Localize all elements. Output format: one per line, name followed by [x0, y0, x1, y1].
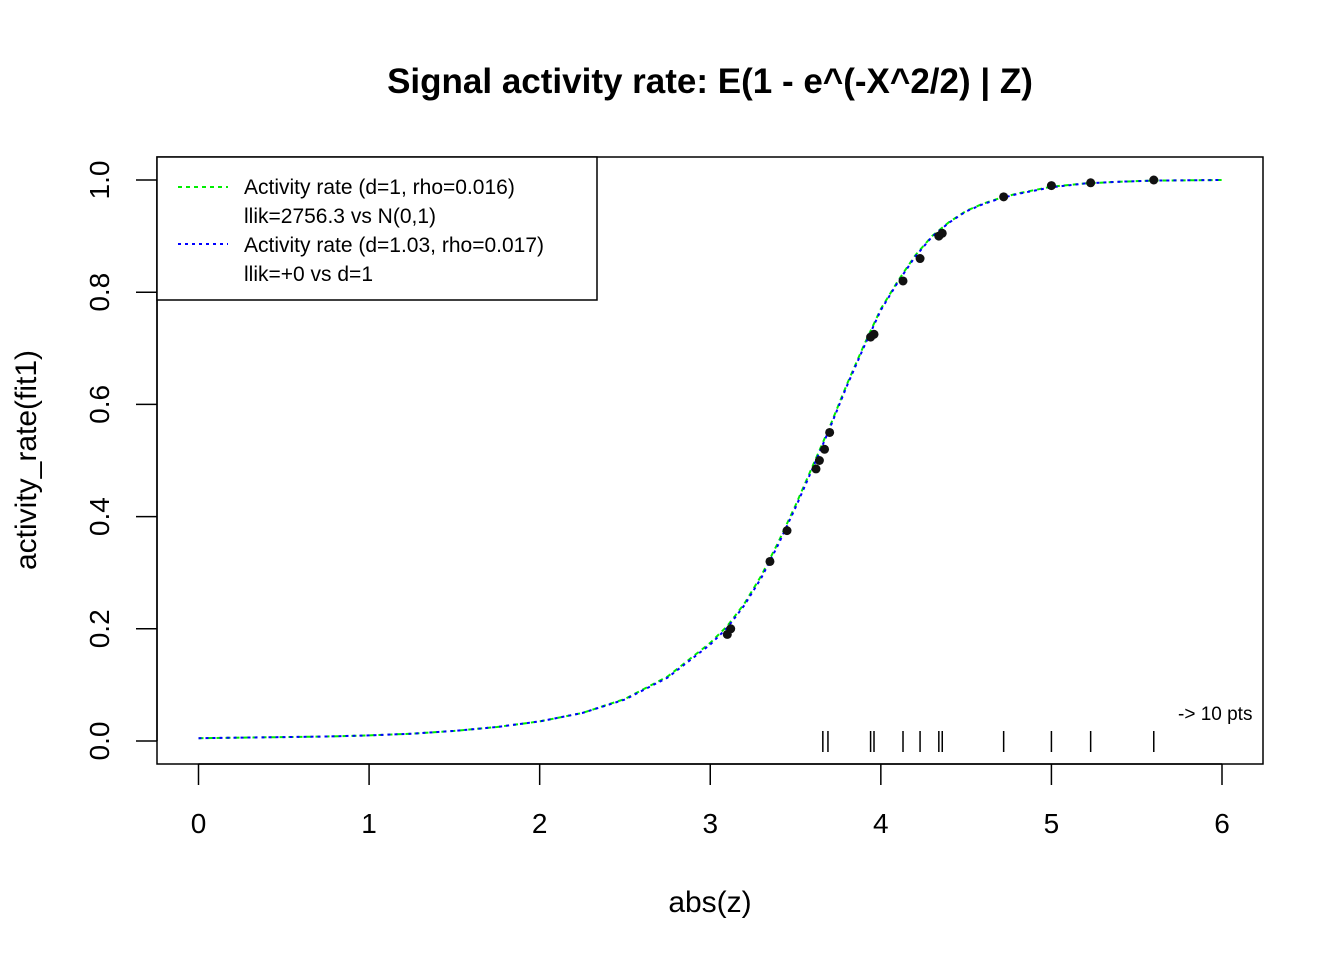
legend: Activity rate (d=1, rho=0.016) llik=2756… [156, 156, 598, 301]
data-point [1149, 175, 1159, 185]
data-point [1086, 178, 1096, 188]
x-axis: 0 1 2 3 4 5 6 [191, 763, 1230, 839]
x-axis-label: abs(z) [668, 886, 751, 919]
legend-label-1: Activity rate (d=1, rho=0.016) [244, 176, 515, 199]
data-point [1046, 181, 1056, 191]
data-point [820, 444, 830, 454]
y-tick-label: 0.8 [84, 273, 115, 312]
y-tick-label: 0.2 [84, 609, 115, 648]
legend-box [156, 156, 598, 301]
data-point [999, 192, 1009, 202]
y-tick-label: 0.0 [84, 722, 115, 761]
data-point [814, 456, 824, 465]
data-point [825, 427, 835, 437]
x-tick-label: 2 [532, 808, 548, 839]
x-tick-label: 5 [1044, 808, 1060, 839]
data-point [898, 276, 908, 286]
data-point [782, 526, 792, 536]
legend-label-2: Activity rate (d=1.03, rho=0.017) [244, 234, 544, 257]
y-axis-label: activity_rate(fit1) [10, 350, 43, 570]
y-tick-label: 0.4 [84, 497, 115, 536]
rug-layer [822, 731, 1155, 752]
data-point [915, 254, 925, 264]
data-point [811, 464, 821, 474]
x-tick-label: 0 [191, 808, 207, 839]
data-point [726, 624, 736, 634]
annotation-text: -> 10 pts [1178, 704, 1252, 725]
x-tick-label: 3 [702, 808, 718, 839]
data-point [937, 228, 947, 238]
data-point [869, 329, 879, 339]
x-tick-label: 1 [361, 808, 377, 839]
y-tick-label: 0.6 [84, 385, 115, 424]
legend-sublabel-2: llik=+0 vs d=1 [244, 263, 373, 286]
chart-title: Signal activity rate: E(1 - e^(-X^2/2) |… [387, 62, 1033, 101]
x-tick-label: 6 [1214, 808, 1230, 839]
legend-sublabel-1: llik=2756.3 vs N(0,1) [244, 205, 436, 228]
y-tick-label: 1.0 [84, 161, 115, 200]
y-axis: 0.0 0.2 0.4 0.6 0.8 1.0 [84, 161, 158, 761]
points-layer [722, 175, 1159, 639]
x-tick-label: 4 [873, 808, 889, 839]
data-point [765, 556, 775, 566]
